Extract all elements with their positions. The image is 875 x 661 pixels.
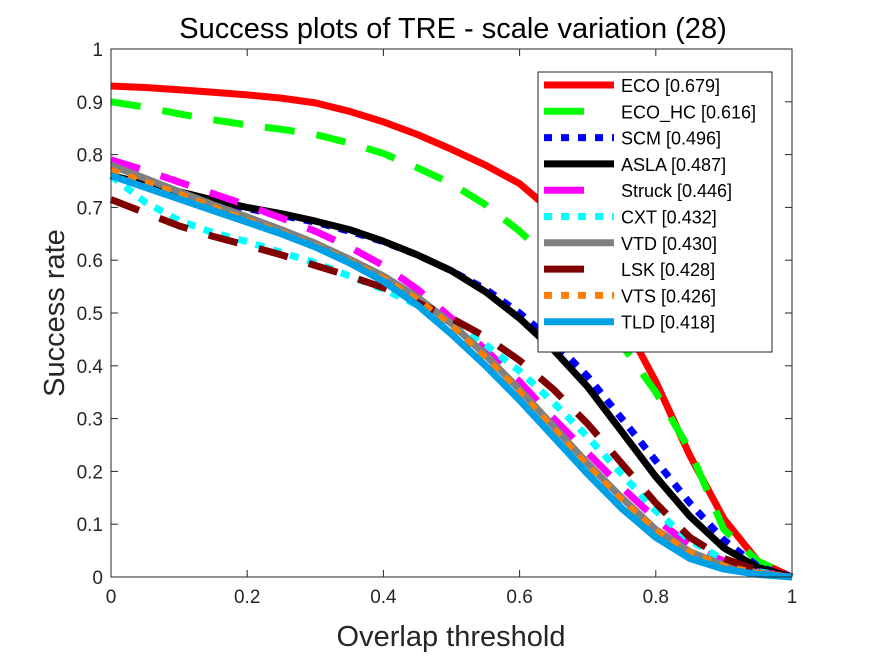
x-tick-label: 0.6	[506, 587, 532, 608]
y-tick-label: 0.9	[77, 93, 103, 114]
series-lines	[108, 82, 794, 581]
y-tick-label: 0	[92, 568, 103, 589]
series-line-tld	[109, 172, 793, 581]
series-line-cxt	[108, 172, 793, 581]
legend-label: TLD [0.418]	[621, 313, 715, 333]
y-tick-label: 0.2	[77, 462, 103, 483]
legend-label: SCM [0.496]	[621, 129, 721, 149]
legend-label: ECO_HC [0.616]	[621, 102, 756, 123]
x-tick-label: 0.2	[234, 587, 260, 608]
legend-label: VTS [0.426]	[621, 286, 716, 306]
y-tick-label: 0.3	[77, 410, 103, 431]
legend-label: LSK [0.428]	[621, 260, 715, 280]
y-tick-label: 1	[92, 40, 103, 61]
legend: ECO [0.679] ECO_HC [0.616] SCM [0.496] ASLA…	[537, 71, 773, 353]
y-tick-label: 0.5	[77, 304, 103, 325]
y-tick-label: 0.1	[77, 515, 103, 536]
legend-box	[537, 71, 773, 353]
x-tick-label: 0	[106, 587, 117, 608]
legend-label: CXT [0.432]	[621, 208, 717, 228]
series-line-eco-hc	[110, 98, 794, 581]
x-axis-label: Overlap threshold	[337, 621, 566, 653]
y-tick-label: 0.6	[77, 251, 103, 272]
series-line-asla	[110, 172, 793, 581]
x-tick-label: 0.8	[643, 587, 669, 608]
series-line-struck	[109, 156, 793, 581]
y-tick-label: 0.8	[77, 146, 103, 167]
chart-title: Success plots of TRE - scale variation (…	[179, 13, 726, 45]
y-tick-label: 0.4	[77, 357, 104, 378]
legend-label: Struck [0.446]	[621, 181, 732, 201]
legend-label: ECO [0.679]	[621, 76, 720, 96]
legend-label: VTD [0.430]	[621, 234, 717, 254]
x-tick-label: 0.4	[370, 587, 397, 608]
legend-label: ASLA [0.487]	[621, 155, 726, 175]
axes-frame	[110, 48, 793, 578]
series-line-vts	[109, 167, 793, 581]
x-tick-label: 1	[787, 587, 798, 608]
y-tick-label: 0.7	[77, 198, 103, 219]
series-line-lsk	[109, 196, 793, 581]
y-axis-label: Success rate	[39, 229, 71, 397]
